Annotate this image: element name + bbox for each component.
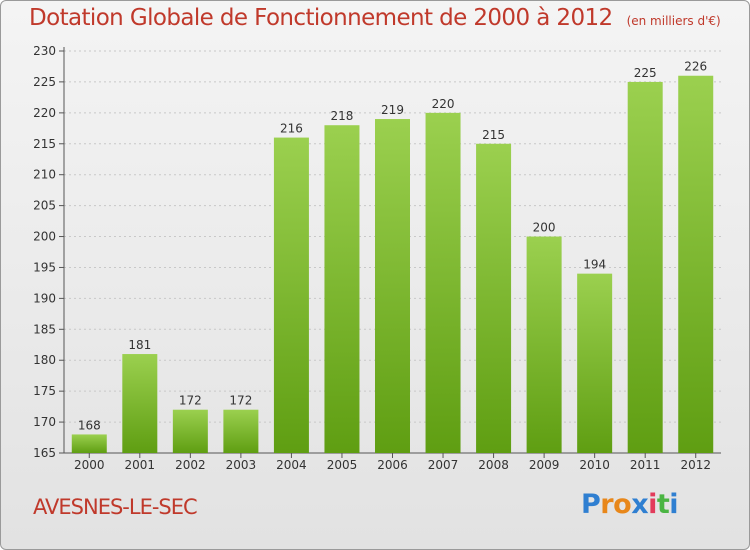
bar-value-label: 172 <box>179 394 202 408</box>
x-tick-label: 2011 <box>630 458 661 472</box>
x-tick-label: 2012 <box>680 458 711 472</box>
bar <box>71 434 107 453</box>
chart-title: Dotation Globale de Fonctionnement de 20… <box>29 5 721 31</box>
y-tick-label: 190 <box>33 291 56 305</box>
y-tick-label: 230 <box>33 44 56 58</box>
bar <box>273 137 309 454</box>
chart-subtitle: (en milliers d'€) <box>626 14 721 28</box>
logo-letter: i <box>669 489 679 520</box>
bar-value-label: 216 <box>280 122 303 136</box>
bar <box>324 125 360 453</box>
bar <box>172 409 208 453</box>
bars <box>71 75 714 454</box>
bar-value-label: 194 <box>583 258 606 272</box>
y-tick-label: 225 <box>33 75 56 89</box>
y-tick-label: 205 <box>33 199 56 213</box>
y-tick-label: 200 <box>33 230 56 244</box>
logo-letter: r <box>600 489 614 520</box>
logo-letter: t <box>656 489 670 520</box>
x-tick-label: 2001 <box>125 458 156 472</box>
bar <box>122 354 158 453</box>
bar <box>223 409 259 453</box>
x-tick-label: 2002 <box>175 458 206 472</box>
bar-value-label: 200 <box>533 221 556 235</box>
x-tick-label: 2007 <box>428 458 459 472</box>
bar <box>476 143 512 453</box>
bar-value-label: 172 <box>229 394 252 408</box>
bar-value-label: 215 <box>482 128 505 142</box>
x-tick-label: 2006 <box>377 458 408 472</box>
bar <box>375 119 410 454</box>
y-tick-label: 215 <box>33 137 56 151</box>
bar <box>577 273 613 453</box>
commune-name: AVESNES-LE-SEC <box>33 495 198 519</box>
y-tick-label: 165 <box>33 446 56 460</box>
y-tick-label: 210 <box>33 168 56 182</box>
x-tick-label: 2003 <box>226 458 257 472</box>
bar-value-label: 218 <box>331 109 354 123</box>
x-tick-label: 2009 <box>529 458 560 472</box>
y-tick-label: 185 <box>33 322 56 336</box>
x-tick-label: 2000 <box>74 458 105 472</box>
logo-letter: i <box>648 489 657 520</box>
logo-letter: P <box>581 489 601 520</box>
bar <box>425 112 461 453</box>
bar <box>627 81 663 453</box>
y-tick-label: 180 <box>33 353 56 367</box>
y-tick-label: 220 <box>33 106 56 120</box>
bar <box>678 75 714 453</box>
x-tick-label: 2005 <box>327 458 358 472</box>
y-tick-label: 170 <box>33 415 56 429</box>
bar <box>526 236 562 453</box>
bar-value-label: 168 <box>78 418 101 432</box>
chart-title-text: Dotation Globale de Fonctionnement de 20… <box>29 5 613 31</box>
logo-letter: x <box>631 489 649 520</box>
bar-value-label: 181 <box>128 338 151 352</box>
y-tick-label: 175 <box>33 384 56 398</box>
x-tick-label: 2010 <box>579 458 610 472</box>
proxiti-logo: Proxiti <box>581 489 679 520</box>
bar-value-label: 219 <box>381 103 404 117</box>
y-tick-label: 195 <box>33 260 56 274</box>
logo-letter: o <box>613 489 632 520</box>
bar-value-label: 220 <box>432 97 455 111</box>
labels: 165 170 175 180 185 190 195 200 205 210 215 220 225 2… <box>33 44 711 472</box>
x-tick-label: 2008 <box>478 458 509 472</box>
x-tick-label: 2004 <box>276 458 307 472</box>
bar-value-label: 225 <box>634 66 657 80</box>
bar-value-label: 226 <box>684 60 707 74</box>
